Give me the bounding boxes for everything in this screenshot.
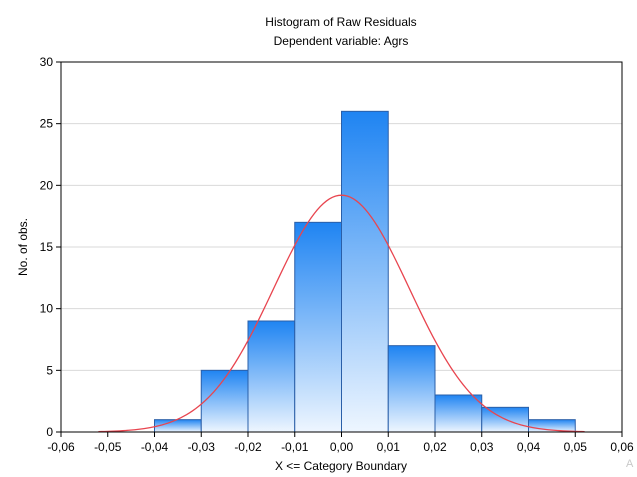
x-tick-label-2: -0,04	[141, 440, 169, 454]
x-tick-label-3: -0,03	[188, 440, 216, 454]
x-tick-label-11: 0,05	[564, 440, 588, 454]
y-axis-ticks: 0 5 10 15 20 25 30	[40, 55, 61, 439]
histogram-bar-3	[294, 221, 342, 433]
histogram-bar-2	[247, 320, 296, 433]
histogram-bar-6	[434, 394, 483, 433]
x-tick-label-12: 0,06	[610, 440, 634, 454]
x-tick-label-9: 0,03	[470, 440, 494, 454]
y-tick-label-3: 15	[40, 240, 54, 254]
x-tick-label-0: -0,06	[47, 440, 75, 454]
y-tick-label-1: 5	[46, 363, 53, 377]
y-tick-label-0: 0	[46, 425, 53, 439]
y-tick-label-2: 10	[40, 302, 54, 316]
normal-curve	[98, 194, 585, 433]
x-tick-label-4: -0,02	[234, 440, 262, 454]
x-tick-label-6: 0,00	[330, 440, 354, 454]
y-tick-label-4: 20	[40, 178, 54, 192]
x-tick-label-5: -0,01	[281, 440, 309, 454]
chart-subtitle: Dependent variable: Agrs	[274, 34, 409, 48]
histogram-bar-1	[200, 369, 249, 433]
corner-watermark: A	[626, 458, 634, 470]
histogram-bars	[154, 110, 576, 433]
chart-title: Histogram of Raw Residuals	[265, 15, 416, 29]
x-axis-title: X <= Category Boundary	[275, 459, 407, 473]
y-tick-label-5: 25	[40, 117, 54, 131]
y-tick-label-6: 30	[40, 55, 54, 69]
x-tick-label-8: 0,02	[423, 440, 447, 454]
histogram-bar-4	[341, 110, 389, 433]
x-tick-label-10: 0,04	[517, 440, 541, 454]
histogram-bar-0	[154, 419, 202, 433]
y-axis-title: No. of obs.	[16, 218, 30, 276]
x-tick-label-7: 0,01	[377, 440, 401, 454]
x-tick-label-1: -0,05	[94, 440, 122, 454]
histogram-bar-5	[387, 345, 436, 433]
x-axis-ticks: -0,06 -0,05 -0,04 -0,03 -0,02 -0,01 0,00 0,01 0,…	[47, 432, 634, 454]
normal-curve-layer	[98, 194, 585, 433]
